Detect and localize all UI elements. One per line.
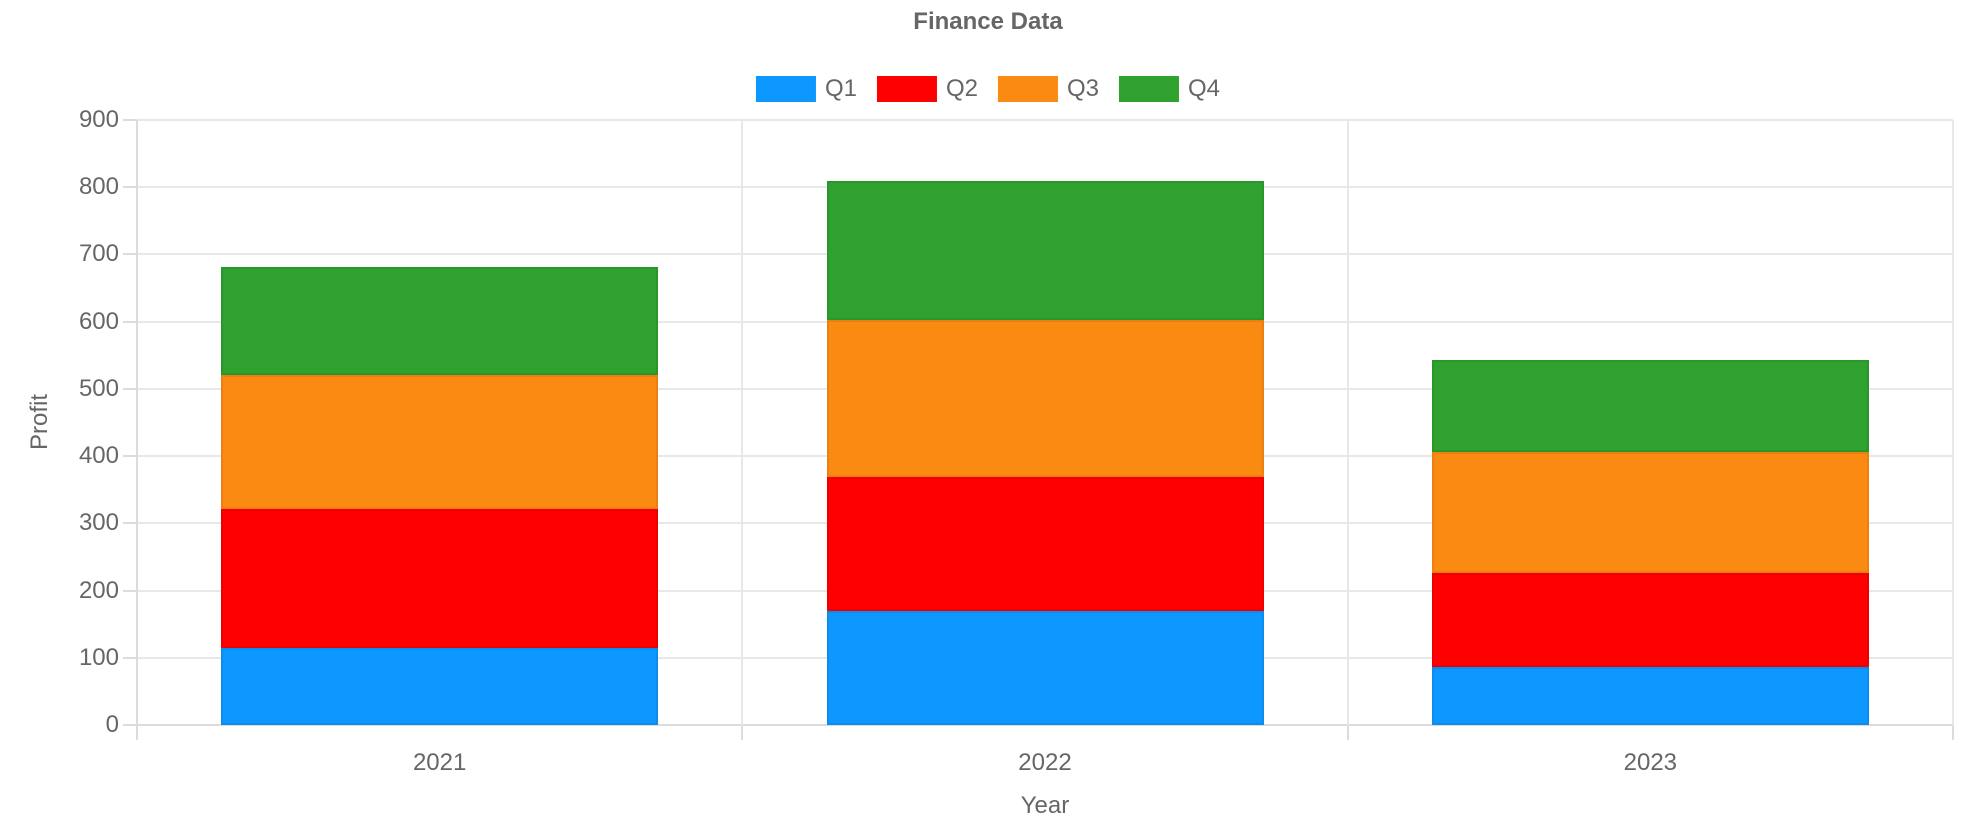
legend-label-q3: Q3 [1067, 75, 1100, 102]
category-boundary-gridline-1 [741, 120, 744, 725]
y-tick-label-600: 600 [78, 307, 119, 335]
y-tick-label-100: 100 [78, 643, 119, 671]
bar-2021-q1[interactable] [221, 648, 659, 725]
legend-item-q1[interactable]: Q1 [755, 75, 857, 102]
x-tick-label-2023: 2023 [1623, 749, 1678, 776]
y-tick-500 [123, 387, 137, 390]
category-boundary-gridline-3 [1952, 120, 1954, 725]
legend-item-q2[interactable]: Q2 [876, 75, 978, 102]
legend-swatch-q2 [876, 76, 937, 102]
y-tick-900 [123, 119, 137, 121]
plot-area [136, 119, 1954, 726]
y-tick-label-800: 800 [78, 173, 119, 201]
legend-swatch-q1 [755, 76, 816, 102]
x-tick-1 [741, 725, 744, 740]
bar-2022-q4[interactable] [826, 181, 1264, 321]
bar-2021-q3[interactable] [221, 375, 659, 509]
bar-2022-q2[interactable] [826, 476, 1264, 611]
legend-item-q4[interactable]: Q4 [1119, 76, 1220, 102]
y-tick-label-500: 500 [78, 374, 119, 402]
y-gridline-0 [137, 724, 1953, 726]
x-tick-3 [1952, 725, 1954, 740]
bar-2021-q4[interactable] [221, 267, 659, 376]
legend-swatch-q3 [998, 76, 1058, 102]
legend-label-q1: Q1 [824, 75, 857, 102]
bar-2023-q2[interactable] [1431, 573, 1869, 668]
legend-label-q2: Q2 [945, 75, 978, 102]
y-tick-800 [123, 186, 137, 189]
y-tick-label-700: 700 [78, 240, 119, 268]
legend-swatch-q4 [1119, 76, 1180, 102]
y-tick-label-200: 200 [78, 576, 119, 604]
y-tick-700 [123, 253, 137, 256]
category-boundary-gridline-2 [1346, 120, 1349, 725]
y-tick-100 [123, 656, 137, 659]
bar-2023-q4[interactable] [1431, 359, 1869, 453]
y-tick-label-400: 400 [78, 442, 119, 470]
chart-title: Finance Data [913, 8, 1063, 35]
bar-2023-q1[interactable] [1431, 667, 1869, 725]
x-axis-title: Year [1020, 792, 1070, 819]
x-tick-label-2021: 2021 [412, 749, 467, 776]
x-tick-2 [1346, 725, 1349, 740]
y-tick-label-300: 300 [78, 509, 119, 537]
category-boundary-gridline-0 [136, 120, 138, 725]
legend-item-q3[interactable]: Q3 [998, 76, 1099, 102]
y-tick-300 [123, 522, 137, 525]
y-tick-400 [123, 455, 137, 458]
y-axis-title: Profit [26, 393, 53, 451]
x-tick-0 [136, 725, 138, 740]
y-tick-0 [123, 724, 137, 726]
y-tick-label-0: 0 [105, 711, 119, 738]
y-tick-600 [123, 320, 137, 323]
y-gridline-900 [137, 119, 1953, 121]
bar-2022-q3[interactable] [826, 320, 1264, 477]
x-tick-label-2022: 2022 [1018, 749, 1072, 776]
bar-2022-q1[interactable] [826, 610, 1264, 725]
bar-2021-q2[interactable] [221, 508, 659, 649]
y-tick-label-900: 900 [78, 106, 119, 133]
bar-2023-q3[interactable] [1431, 452, 1869, 574]
legend: Q1 Q2 Q3 Q4 [755, 75, 1220, 102]
y-tick-200 [123, 589, 137, 592]
legend-label-q4: Q4 [1188, 75, 1221, 102]
